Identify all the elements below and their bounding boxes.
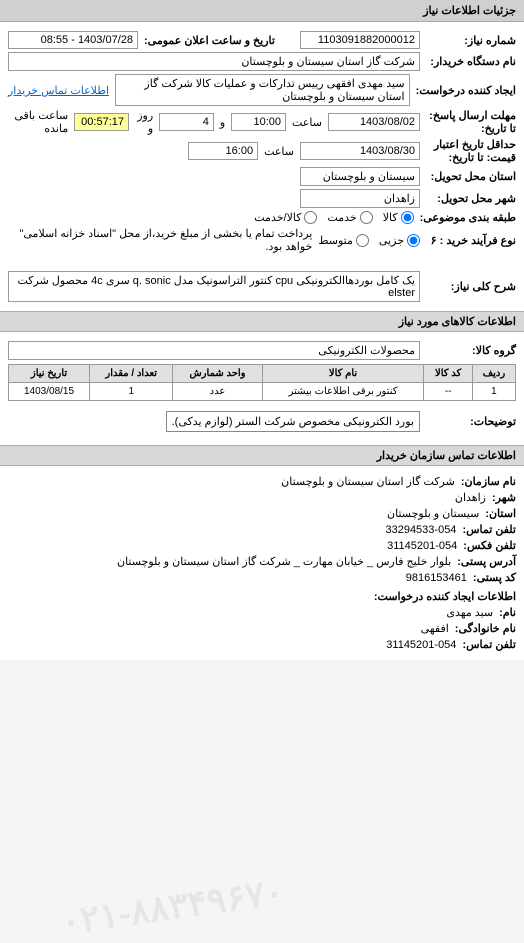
deadline-date-field: 1403/08/02 [328,113,420,131]
td-date: 1403/08/15 [9,383,90,401]
table-header-row: ردیف کد کالا نام کالا واحد شمارش تعداد /… [9,365,516,383]
th-code: کد کالا [424,365,472,383]
day-label: روز و [135,109,153,135]
th-date: تاریخ نیاز [9,365,90,383]
remaining-time-field: 00:57:17 [74,113,129,131]
th-row: ردیف [472,365,515,383]
cc-family: افقهی [421,622,449,635]
c-address-label: آدرس پستی: [457,555,516,568]
city-label: شهر محل تحویل: [426,192,516,205]
c-city-label: شهر: [492,491,516,504]
td-unit: عدد [173,383,262,401]
c-postal: 9816153461 [406,572,467,584]
need-title-label: شرح کلی نیاز: [426,280,516,293]
th-qty: تعداد / مقدار [90,365,173,383]
goods-group-field: محصولات الکترونیکی [8,341,420,360]
desc-note: بورد الکترونیکی مخصوص شرکت الستر (لوازم … [166,411,420,432]
request-no-field: 1103091882000012 [300,31,420,49]
td-code: -- [424,383,472,401]
c-address: بلوار خلیج فارس _ خیابان مهارت _ شرکت گا… [117,555,451,568]
c-province: سیستان و بلوچستان [387,507,479,520]
page-header: جزئیات اطلاعات نیاز [0,0,524,22]
deadline-label: مهلت ارسال پاسخ: تا تاریخ: [426,109,516,135]
td-row: 1 [472,383,515,401]
validity-time-field: 16:00 [188,142,258,160]
c-fax: 31145201-054 [387,540,457,552]
table-row: 1 -- کنتور برقی اطلاعات بیشتر عدد 1 1403… [9,383,516,401]
contact-section: ۰۲۱-۸۸۳۴۹۶۷۰ نام سازمان: شرکت گاز استان … [0,466,524,660]
main-section: شماره نیاز: 1103091882000012 تاریخ و ساع… [0,22,524,311]
td-qty: 1 [90,383,173,401]
cc-family-label: نام خانوادگی: [455,622,516,635]
city-field: زاهدان [300,189,420,208]
remaining-label: ساعت باقی مانده [8,109,68,135]
category-label: طبقه بندی موضوعی: [420,211,516,224]
province-label: استان محل تحویل: [426,170,516,183]
buyer-org-field: شرکت گاز استان سیستان و بلوچستان [8,52,420,71]
need-title-field: یک کامل بوردهاالکترونیکی cpu کنتور الترا… [8,271,420,302]
watermark: ۰۲۱-۸۸۳۴۹۶۷۰ [58,871,286,943]
and-label: و [220,116,225,129]
c-postal-label: کد پستی: [473,571,516,584]
request-no-label: شماره نیاز: [426,34,516,47]
public-date-field: 1403/07/28 - 08:55 [8,31,138,49]
goods-section: گروه کالا: محصولات الکترونیکی ردیف کد کا… [0,332,524,445]
validity-label: حداقل تاریخ اعتبار قیمت: تا تاریخ: [426,138,516,164]
creator-label: ایجاد کننده درخواست: [416,84,516,97]
deadline-time-field: 10:00 [231,113,286,131]
validity-date-field: 1403/08/30 [300,142,420,160]
c-phone: 33294533-054 [385,524,456,536]
th-name: نام کالا [262,365,424,383]
time-label-2: ساعت [264,145,294,158]
cc-name: سید مهدی [446,606,493,619]
cc-name-label: نام: [499,606,516,619]
goods-section-title: اطلاعات کالاهای مورد نیاز [0,311,524,332]
radio-goods[interactable]: کالا [383,211,414,224]
radio-service[interactable]: خدمت [327,211,372,224]
radio-goods-input[interactable] [401,211,414,224]
desc-label: توضیحات: [426,415,516,428]
radio-goods-service-input[interactable] [304,211,317,224]
th-unit: واحد شمارش [173,365,262,383]
c-fax-label: تلفن فکس: [463,539,516,552]
cc-phone: 31145201-054 [386,639,456,651]
contact-section-title: اطلاعات تماس سازمان خریدار [0,445,524,466]
category-radio-group: کالا خدمت کالا/خدمت [254,211,413,224]
buyer-info-link[interactable]: اطلاعات تماس خریدار [8,84,109,97]
days-field: 4 [159,113,214,131]
province-field: سیستان و بلوچستان [300,167,420,186]
public-date-label: تاریخ و ساعت اعلان عمومی: [144,34,275,47]
c-org: شرکت گاز استان سیستان و بلوچستان [281,475,455,488]
buy-type-label: نوع فرآیند خرید : ۶ [426,234,516,247]
cc-phone-label: تلفن تماس: [462,638,516,651]
creator-field: سید مهدی افقهی رییس تدارکات و عملیات کال… [115,74,410,106]
td-name: کنتور برقی اطلاعات بیشتر [262,383,424,401]
buyer-org-label: نام دستگاه خریدار: [426,55,516,68]
buy-note: پرداخت تمام یا بخشی از مبلغ خرید،از محل … [8,227,312,253]
c-city: زاهدان [455,491,486,504]
radio-service-input[interactable] [360,211,373,224]
radio-medium-input[interactable] [356,234,369,247]
radio-partial[interactable]: جزیی [379,234,420,247]
radio-partial-input[interactable] [407,234,420,247]
c-org-label: نام سازمان: [461,475,516,488]
c-province-label: استان: [485,507,516,520]
time-label-1: ساعت [292,116,322,129]
creator-contact-title: اطلاعات ایجاد کننده درخواست: [8,590,516,603]
c-phone-label: تلفن تماس: [462,523,516,536]
goods-table: ردیف کد کالا نام کالا واحد شمارش تعداد /… [8,364,516,401]
buy-type-radio-group: جزیی متوسط [318,234,420,247]
radio-goods-service[interactable]: کالا/خدمت [254,211,317,224]
goods-group-label: گروه کالا: [426,344,516,357]
radio-medium[interactable]: متوسط [318,234,369,247]
